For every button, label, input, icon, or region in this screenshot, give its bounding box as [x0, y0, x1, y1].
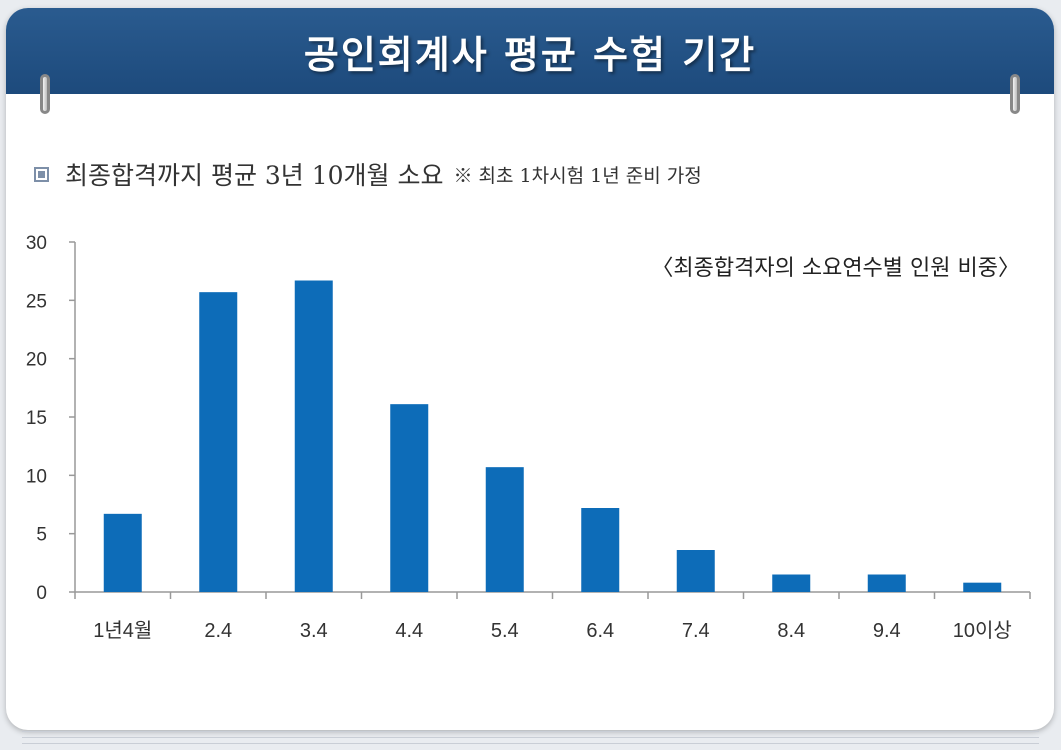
page-edge-line	[22, 743, 1039, 744]
x-tick-label: 4.4	[395, 620, 423, 642]
x-tick-label: 2.4	[204, 620, 232, 642]
bar	[676, 550, 715, 592]
x-tick-label: 5.4	[491, 620, 519, 642]
page-title: 공인회계사 평균 수험 기간	[303, 32, 757, 77]
slide-card: 공인회계사 평균 수험 기간 최종합격까지 평균 3년 10개월 소요 ※ 최초…	[6, 8, 1054, 730]
y-tick-label: 20	[26, 350, 47, 371]
bar	[581, 508, 620, 592]
bar	[485, 467, 524, 592]
bar	[294, 280, 333, 592]
x-tick-label: 1년4월	[93, 619, 152, 642]
y-tick-label: 30	[26, 233, 47, 254]
bar	[390, 404, 429, 592]
bar	[772, 574, 811, 592]
square-bullet-icon	[34, 166, 49, 182]
y-tick-label: 0	[36, 583, 47, 604]
subtitle-main: 최종합격까지 평균 3년 10개월 소요	[65, 161, 444, 190]
x-tick-label: 3.4	[300, 620, 328, 642]
x-tick-label: 8.4	[777, 620, 805, 642]
bar	[199, 292, 238, 592]
binder-ring-right-icon	[1010, 74, 1020, 114]
x-tick-label: 6.4	[586, 620, 614, 642]
header-banner: 공인회계사 평균 수험 기간	[6, 8, 1054, 94]
bar	[103, 513, 142, 592]
chart-title: 〈최종합격자의 소요연수별 인원 비중〉	[651, 256, 1020, 281]
x-tick-label: 10이상	[953, 619, 1012, 642]
page-edge-line	[22, 731, 1039, 732]
subtitle-row: 최종합격까지 평균 3년 10개월 소요 ※ 최초 1차시험 1년 준비 가정	[34, 154, 702, 194]
bar	[963, 582, 1002, 592]
y-tick-label: 25	[26, 291, 47, 312]
y-tick-label: 10	[26, 466, 47, 487]
binder-ring-left-icon	[40, 74, 50, 114]
subtitle-note: ※ 최초 1차시험 1년 준비 가정	[453, 164, 702, 187]
y-tick-label: 15	[26, 408, 47, 429]
x-tick-label: 7.4	[682, 620, 710, 642]
bar	[867, 574, 906, 592]
x-tick-label: 9.4	[873, 620, 901, 642]
page-edge-line	[22, 737, 1039, 738]
y-tick-label: 5	[36, 525, 47, 546]
